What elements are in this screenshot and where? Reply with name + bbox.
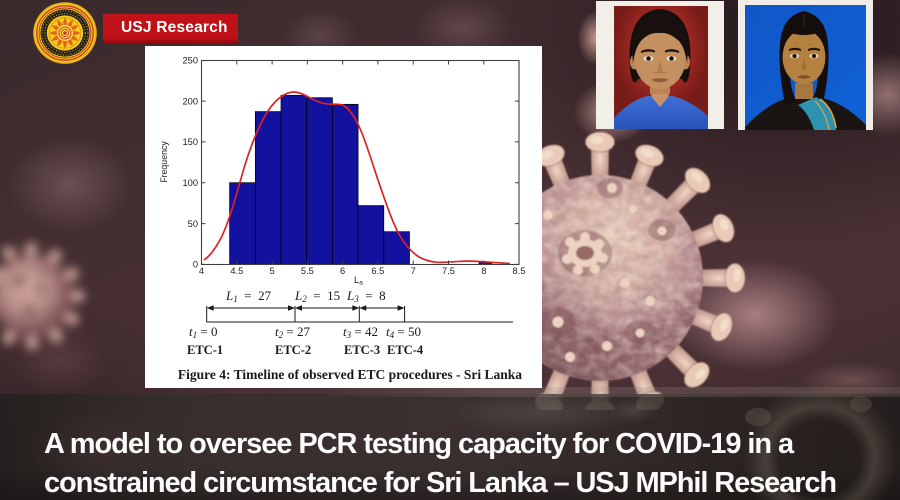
svg-text:ETC-3: ETC-3 — [344, 343, 380, 357]
svg-text:4: 4 — [199, 266, 204, 276]
svg-text:ETC-4: ETC-4 — [387, 343, 424, 357]
svg-text:t2 = 27: t2 = 27 — [275, 324, 310, 340]
svg-text:t3 = 42: t3 = 42 — [343, 324, 378, 340]
svg-text:4.5: 4.5 — [230, 266, 243, 276]
svg-text:L3 = 8: L3 = 8 — [346, 288, 386, 304]
svg-text:50: 50 — [188, 219, 198, 229]
svg-text:0: 0 — [193, 260, 198, 270]
svg-text:L1 = 27: L1 = 27 — [225, 288, 272, 304]
svg-text:8.5: 8.5 — [513, 266, 526, 276]
svg-text:ETC-1: ETC-1 — [187, 343, 223, 357]
svg-text:5: 5 — [270, 266, 275, 276]
svg-text:La: La — [354, 275, 363, 287]
svg-text:Frequency: Frequency — [159, 141, 169, 183]
svg-text:8: 8 — [481, 266, 486, 276]
svg-text:ETC-2: ETC-2 — [275, 343, 311, 357]
svg-text:L2 = 15: L2 = 15 — [294, 288, 340, 304]
svg-text:7.5: 7.5 — [442, 266, 455, 276]
svg-text:6.5: 6.5 — [371, 266, 384, 276]
svg-text:7: 7 — [411, 266, 416, 276]
svg-text:100: 100 — [182, 178, 198, 188]
svg-text:Figure 4: Timeline of observed: Figure 4: Timeline of observed ETC proce… — [178, 367, 522, 382]
svg-text:6: 6 — [340, 266, 345, 276]
svg-text:250: 250 — [182, 56, 198, 66]
svg-text:t4 = 50: t4 = 50 — [386, 324, 421, 340]
svg-text:5.5: 5.5 — [301, 266, 314, 276]
svg-text:150: 150 — [182, 137, 198, 147]
svg-text:200: 200 — [182, 96, 198, 106]
